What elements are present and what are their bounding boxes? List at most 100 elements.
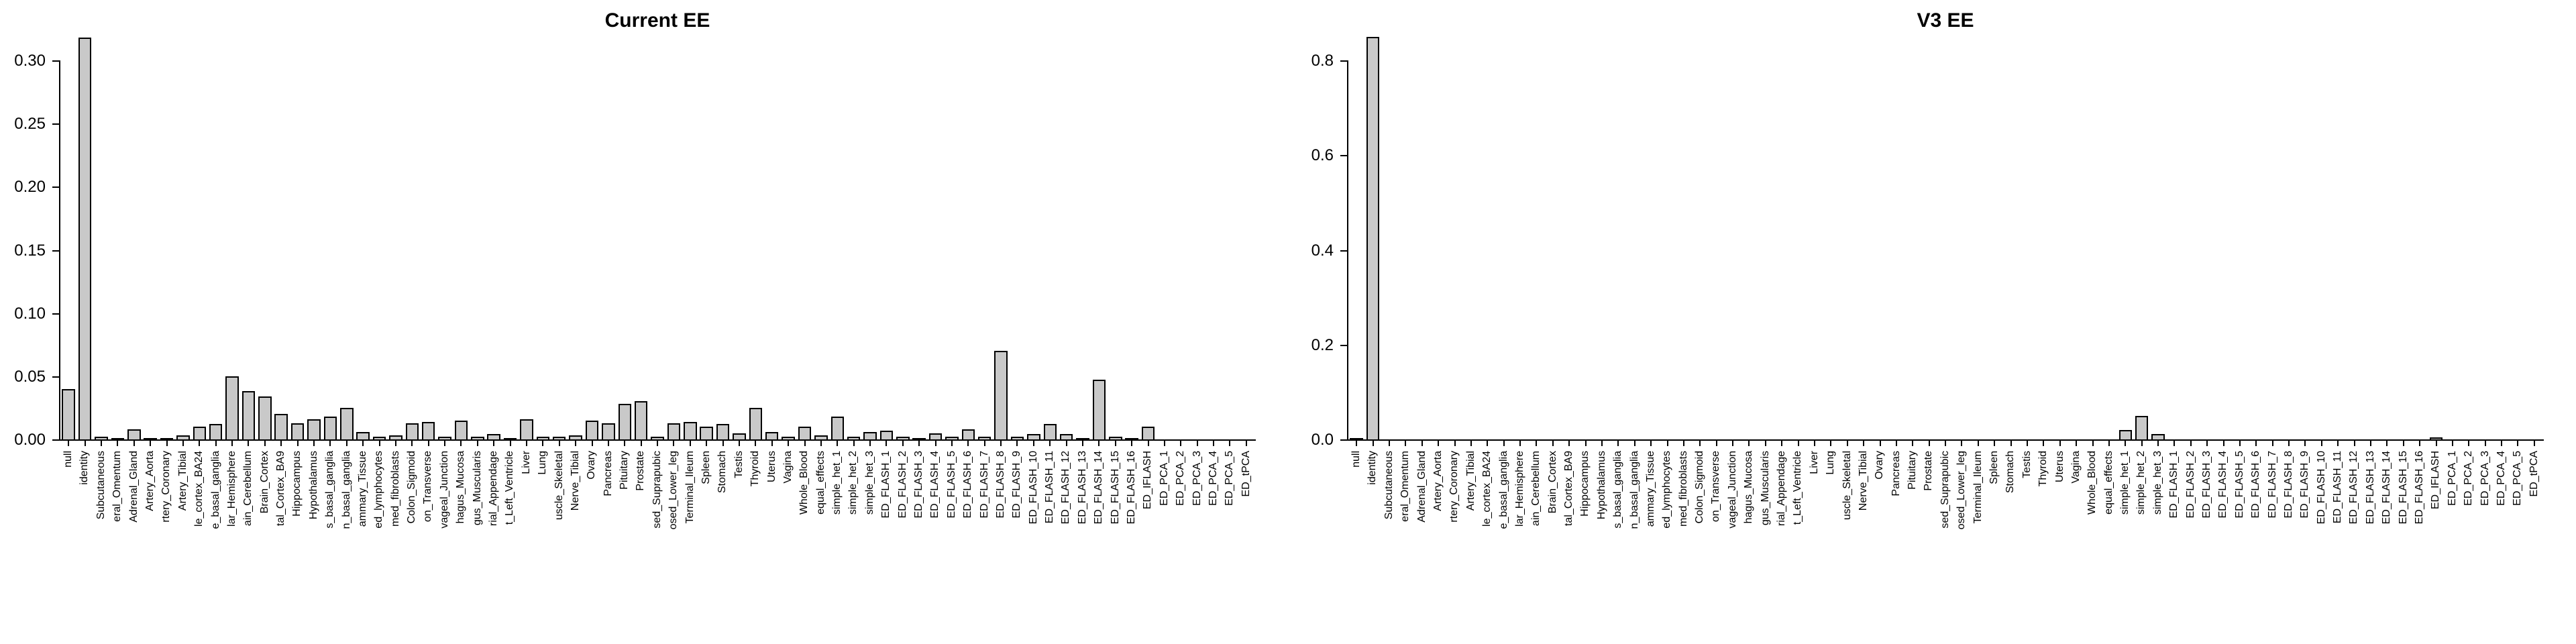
x-label-box: ED_FLASH_16 — [2412, 451, 2428, 640]
x-tick — [1147, 441, 1149, 446]
x-tick — [1879, 441, 1881, 446]
x-axis-label: hagus_Mucosa — [455, 451, 467, 524]
x-tick — [934, 441, 936, 446]
x-axis-label: ED_FLASH_5 — [2233, 451, 2245, 519]
bar-ED_FLASH_9 — [1010, 437, 1024, 439]
x-tick — [918, 441, 920, 446]
x-tick — [2190, 441, 2192, 446]
x-label-box: rial_Appendage — [486, 451, 502, 640]
x-tick — [542, 441, 544, 446]
x-label-box: ED_FLASH_12 — [2346, 451, 2362, 640]
x-tick — [1781, 441, 1783, 446]
x-label-box: eral_Omentum — [1397, 451, 1413, 640]
bar-Liver — [520, 419, 533, 439]
x-tick — [558, 441, 560, 446]
x-axis-label: ED_FLASH_2 — [896, 451, 908, 519]
x-axis-label: lar_Hemisphere — [1513, 451, 1525, 527]
chart-title-current-ee: Current EE — [604, 9, 710, 32]
x-axis-label: t_Left_Ventricle — [1792, 451, 1804, 525]
x-label-box: hagus_Mucosa — [453, 451, 469, 640]
x-axis-label: simple_het_2 — [2135, 451, 2147, 515]
plot-area-v3-ee: 0.0 0.2 0.4 0.6 0.8 null identity Subcutaneous e… — [1288, 0, 2576, 644]
x-axis-label: ED_tPCA — [2528, 451, 2540, 497]
x-tick — [378, 441, 380, 446]
x-tick — [2222, 441, 2224, 446]
bar-ED_FLASH_12 — [1059, 434, 1073, 439]
bar-Lung — [536, 437, 550, 439]
x-axis-label: eral_Omentum — [111, 451, 123, 522]
bar-ED_FLASH_10 — [1027, 434, 1040, 439]
y-tick-label: 0.0 — [1311, 431, 1334, 449]
bar-ED_FLASH_3 — [912, 438, 926, 439]
x-label-box: Artery_Tibial — [175, 451, 191, 640]
x-axis-label: ED_FLASH_10 — [2315, 451, 2327, 525]
x-axis-label: ain_Cerebellum — [242, 451, 254, 527]
bar-hagus_Mucosa — [454, 421, 468, 439]
x-tick — [2076, 441, 2078, 446]
x-tick — [2533, 441, 2535, 446]
x-label-box: Hypothalamus — [306, 451, 322, 640]
bar-simple_het_2 — [2135, 416, 2149, 439]
bar-ain_Cerebellum — [241, 391, 256, 439]
x-axis-label: ED_PCA_2 — [2463, 451, 2475, 506]
x-axis-label: Hippocampus — [291, 451, 303, 517]
x-label-box: rtery_Coronary — [1446, 451, 1462, 640]
x-axis-label: ED_FLASH_13 — [2364, 451, 2376, 525]
x-tick — [755, 441, 757, 446]
bar-Pancreas — [602, 423, 615, 439]
bar-ED_FLASH_2 — [896, 437, 910, 439]
x-axis-label: ED_FLASH_4 — [2217, 451, 2229, 519]
x-axis-label: simple_het_3 — [863, 451, 875, 515]
x-tick — [2026, 441, 2028, 446]
bar-simple_het_3 — [863, 432, 877, 439]
x-axis-label: Prostate — [1923, 451, 1935, 491]
x-tick — [1114, 441, 1116, 446]
bar-Adrenal_Gland — [127, 429, 141, 439]
x-label-box: ammary_Tissue — [1643, 451, 1659, 640]
x-label-box: osed_Lower_leg — [665, 451, 682, 640]
x-axis-label: ED_PCA_3 — [1191, 451, 1203, 506]
x-label-box: ED_FLASH_8 — [2281, 451, 2297, 640]
bar-ed_lymphocytes — [372, 437, 386, 439]
y-tick-label: 0.10 — [14, 304, 46, 323]
x-label-box: t_Left_Ventricle — [502, 451, 518, 640]
x-axis-label: equal_effects — [814, 451, 826, 515]
x-axis-label: Artery_Aorta — [1432, 451, 1444, 511]
x-label-box: rial_Appendage — [1774, 451, 1790, 640]
x-tick — [199, 441, 201, 446]
y-tick — [52, 123, 59, 125]
bar-Testis — [733, 433, 746, 439]
x-tick — [2468, 441, 2470, 446]
x-axis-label: ED_FLASH_13 — [1076, 451, 1088, 525]
x-tick — [1438, 441, 1440, 446]
x-axis-label: le_cortex_BA24 — [193, 451, 205, 527]
x-label-box: null — [1348, 451, 1364, 640]
x-tick — [902, 441, 904, 446]
x-tick — [2174, 441, 2176, 446]
x-tick — [394, 441, 396, 446]
bar-ED_FLASH_5 — [945, 437, 959, 439]
bar-simple_het_3 — [2151, 434, 2165, 439]
bar-null — [62, 389, 75, 439]
x-axis-label: simple_het_3 — [2151, 451, 2163, 515]
x-label-box: uscle_Skeletal — [1839, 451, 1856, 640]
x-tick — [1633, 441, 1635, 446]
x-tick — [1748, 441, 1750, 446]
x-axis-label: Ovary — [586, 451, 598, 480]
x-label-box: ED_FLASH_14 — [1091, 451, 1107, 640]
x-label-box: Whole_Blood — [2084, 451, 2100, 640]
bar-ED_IFLASH — [2429, 437, 2443, 439]
x-axis-label: Pancreas — [1890, 451, 1902, 496]
x-axis-label: Colon_Sigmoid — [406, 451, 418, 524]
x-axis-label: ED_FLASH_7 — [978, 451, 990, 519]
bar-Artery_Aorta — [144, 438, 157, 439]
x-label-box: Lung — [1823, 451, 1839, 640]
x-axis-label: ED_PCA_2 — [1175, 451, 1187, 506]
bar-lar_Hemisphere — [225, 376, 239, 439]
x-axis-label: gus_Muscularis — [471, 451, 483, 526]
bar-tal_Cortex_BA9 — [274, 414, 288, 439]
x-axis-label: Terminal_Ileum — [1972, 451, 1984, 524]
x-axis-label: ED_FLASH_9 — [2299, 451, 2311, 519]
x-axis-label: ammary_Tissue — [1644, 451, 1656, 527]
x-axis-label: ED_IFLASH — [1142, 451, 1154, 510]
